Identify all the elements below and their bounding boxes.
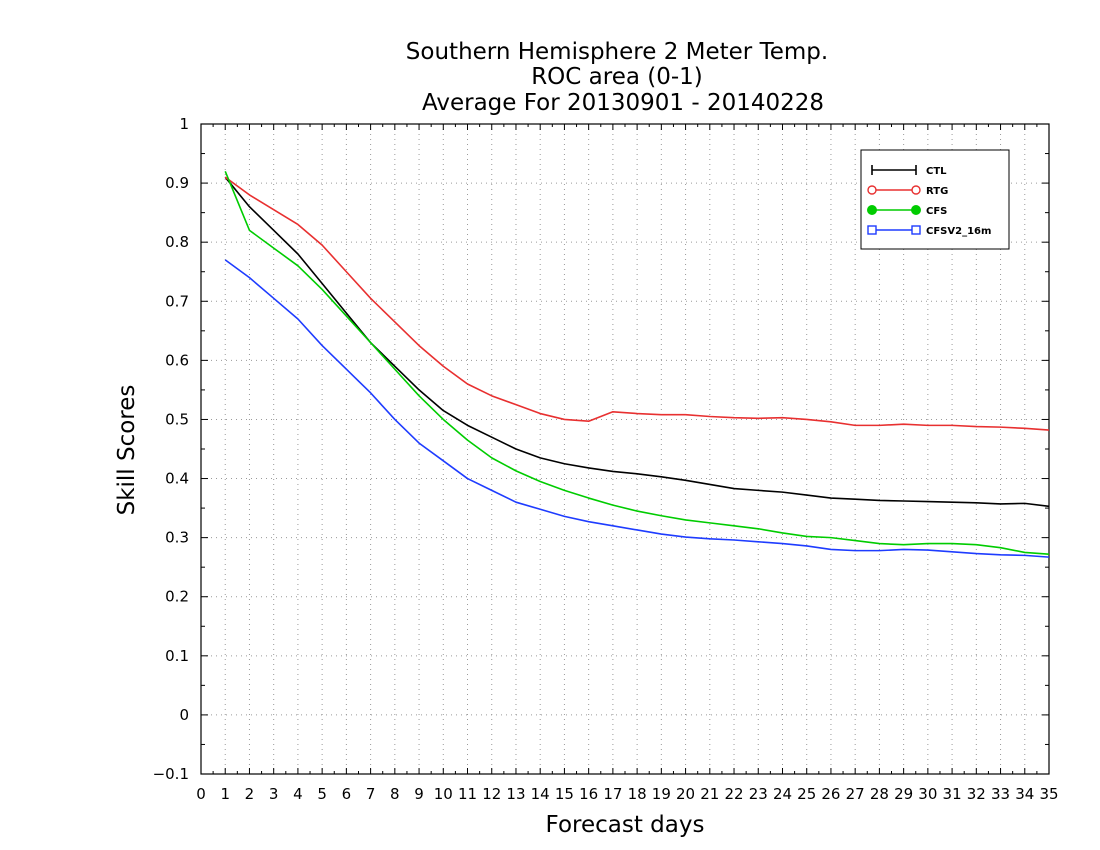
series-lines bbox=[224, 170, 1050, 558]
legend-label-cfs: CFS bbox=[926, 206, 947, 217]
y-tick-label: 0.5 bbox=[165, 410, 189, 428]
x-axis-title: Forecast days bbox=[546, 812, 705, 838]
y-tick-label: 0.1 bbox=[165, 647, 189, 665]
legend-marker-cfs bbox=[867, 205, 877, 215]
y-tick-label: 0.2 bbox=[165, 588, 189, 606]
x-tick-label: 5 bbox=[317, 785, 327, 803]
x-tick-label: 23 bbox=[749, 785, 768, 803]
x-tick-label: 32 bbox=[967, 785, 986, 803]
x-tick-label: 30 bbox=[918, 785, 937, 803]
chart-title-line-1: Southern Hemisphere 2 Meter Temp. bbox=[406, 39, 828, 65]
x-tick-label: 20 bbox=[676, 785, 695, 803]
legend-label-ctl: CTL bbox=[926, 166, 947, 177]
legend-marker-cfsv2_16m bbox=[911, 225, 921, 235]
axis-ticks: 0 1 2 3 4 5 6 7 8 9 10 11 12 13 14 15 16 17 18 19 20 21 22 23 24… bbox=[153, 115, 1059, 803]
x-tick-label: 34 bbox=[1015, 785, 1034, 803]
grid bbox=[201, 124, 1049, 774]
series-line-rtg bbox=[224, 176, 1050, 431]
y-tick-label: 0.4 bbox=[165, 470, 189, 488]
x-tick-label: 14 bbox=[531, 785, 550, 803]
y-axis-title: Skill Scores bbox=[114, 385, 140, 516]
x-tick-label: 12 bbox=[482, 785, 501, 803]
y-tick-label: −0.1 bbox=[153, 765, 189, 783]
legend-marker-cfsv2_16m bbox=[867, 225, 877, 235]
x-tick-label: 19 bbox=[652, 785, 671, 803]
x-tick-label: 13 bbox=[506, 785, 525, 803]
x-tick-label: 11 bbox=[458, 785, 477, 803]
x-tick-label: 0 bbox=[196, 785, 206, 803]
x-tick-label: 29 bbox=[894, 785, 913, 803]
y-tick-label: 0.9 bbox=[165, 174, 189, 192]
x-tick-label: 17 bbox=[603, 785, 622, 803]
x-tick-label: 1 bbox=[220, 785, 230, 803]
legend-label-rtg: RTG bbox=[926, 186, 948, 197]
x-tick-label: 16 bbox=[579, 785, 598, 803]
chart-title-line-2: ROC area (0-1) bbox=[531, 64, 703, 90]
series-line-cfs bbox=[224, 170, 1050, 555]
chart-title-line-3: Average For 20130901 - 20140228 bbox=[422, 90, 824, 116]
x-tick-label: 28 bbox=[870, 785, 889, 803]
x-tick-label: 7 bbox=[366, 785, 376, 803]
y-tick-label: 1 bbox=[179, 115, 189, 133]
x-tick-label: 31 bbox=[943, 785, 962, 803]
x-tick-label: 26 bbox=[821, 785, 840, 803]
x-tick-label: 25 bbox=[797, 785, 816, 803]
x-tick-label: 3 bbox=[269, 785, 279, 803]
y-tick-label: 0.7 bbox=[165, 292, 189, 310]
x-tick-label: 10 bbox=[434, 785, 453, 803]
x-tick-label: 33 bbox=[991, 785, 1010, 803]
y-tick-label: 0.8 bbox=[165, 233, 189, 251]
y-tick-label: 0 bbox=[179, 706, 189, 724]
legend: CTL RTG CFS CFSV2_16m bbox=[860, 149, 1010, 250]
x-tick-label: 18 bbox=[628, 785, 647, 803]
x-tick-label: 8 bbox=[390, 785, 400, 803]
legend-label-cfsv2_16m: CFSV2_16m bbox=[926, 226, 991, 237]
legend-marker-cfs bbox=[911, 205, 921, 215]
legend-marker-rtg bbox=[867, 185, 877, 195]
legend-box bbox=[860, 149, 1010, 250]
y-tick-label: 0.6 bbox=[165, 351, 189, 369]
x-tick-label: 21 bbox=[700, 785, 719, 803]
x-tick-label: 24 bbox=[773, 785, 792, 803]
x-tick-label: 6 bbox=[342, 785, 352, 803]
x-tick-label: 35 bbox=[1039, 785, 1058, 803]
x-tick-label: 9 bbox=[414, 785, 424, 803]
x-tick-label: 15 bbox=[555, 785, 574, 803]
x-tick-label: 2 bbox=[245, 785, 255, 803]
legend-marker-rtg bbox=[911, 185, 921, 195]
y-tick-label: 0.3 bbox=[165, 529, 189, 547]
x-tick-label: 27 bbox=[846, 785, 865, 803]
series-line-cfsv2_16m bbox=[224, 259, 1050, 558]
x-tick-label: 22 bbox=[724, 785, 743, 803]
x-tick-label: 4 bbox=[293, 785, 303, 803]
